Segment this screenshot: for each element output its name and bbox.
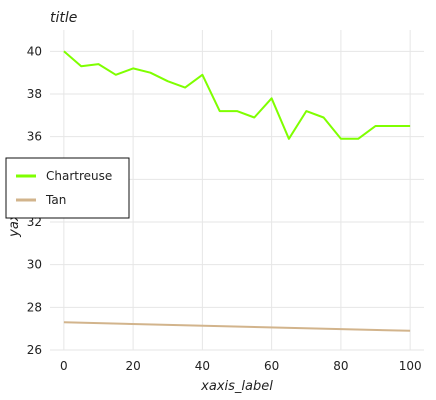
legend-label-chartreuse: Chartreuse: [46, 169, 112, 183]
legend-box: [5, 157, 130, 219]
y-tick-label: 36: [27, 130, 42, 144]
x-axis-label: xaxis_label: [200, 379, 273, 394]
y-tick-label: 40: [27, 44, 42, 58]
legend-label-tan: Tan: [45, 193, 66, 207]
grid: [50, 30, 424, 351]
x-tick-label: 0: [60, 359, 68, 373]
x-tick-label: 40: [195, 359, 210, 373]
series-line-tan: [63, 321, 411, 332]
series-lines: [63, 50, 411, 332]
y-tick-label: 38: [27, 87, 42, 101]
chart-title: title: [50, 10, 77, 26]
x-tick-label: 100: [399, 359, 422, 373]
x-tick-label: 60: [264, 359, 279, 373]
legend: Chartreuse Tan: [5, 157, 130, 219]
y-tick-label: 28: [27, 300, 42, 314]
y-tick-label: 26: [27, 343, 42, 357]
x-tick-labels: 0 20 40 60 80 100: [60, 359, 422, 373]
x-tick-label: 80: [333, 359, 348, 373]
x-tick-label: 20: [125, 359, 140, 373]
y-tick-label: 30: [27, 258, 42, 272]
series-line-chartreuse: [63, 50, 411, 140]
